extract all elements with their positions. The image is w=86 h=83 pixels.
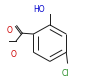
Text: Cl: Cl [61, 69, 69, 78]
Text: O: O [10, 50, 16, 59]
Text: O: O [7, 26, 13, 35]
Text: HO: HO [33, 5, 45, 14]
